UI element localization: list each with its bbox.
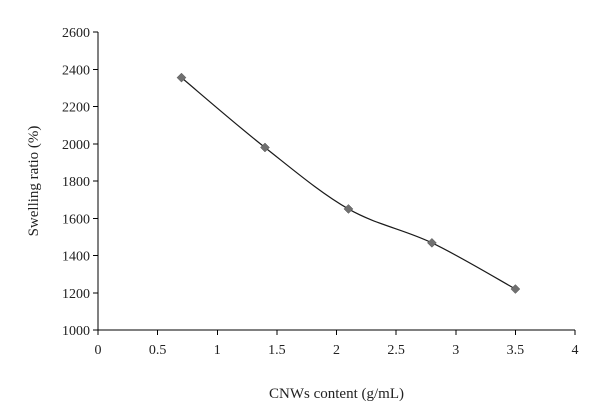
data-point-marker — [510, 284, 521, 294]
x-tick-label: 0.5 — [149, 343, 167, 358]
series-line — [181, 77, 516, 290]
y-axis-ticks: 1000 1200 1400 1600 1800 2000 2200 2400 2600 — [62, 26, 98, 339]
data-point-marker — [343, 204, 354, 214]
data-point-marker — [260, 142, 270, 153]
x-axis-title: CNWs content (g/mL) — [269, 386, 404, 402]
y-tick-label: 1800 — [62, 175, 90, 190]
x-tick-label: 2.5 — [387, 343, 405, 358]
x-tick-label: 4 — [572, 343, 579, 358]
y-tick-label: 2200 — [62, 101, 90, 116]
y-tick-label: 2400 — [62, 63, 90, 78]
y-tick-label: 2000 — [62, 138, 90, 153]
x-tick-label: 1.5 — [268, 343, 286, 358]
series-markers — [176, 72, 521, 294]
data-point-marker — [176, 72, 187, 83]
y-tick-label: 1200 — [62, 287, 90, 302]
y-tick-label: 1000 — [62, 324, 90, 339]
y-tick-label: 1600 — [62, 212, 90, 227]
x-tick-label: 0 — [95, 343, 102, 358]
x-tick-label: 3 — [452, 343, 459, 358]
x-tick-label: 1 — [214, 343, 221, 358]
data-point-marker — [427, 237, 437, 248]
y-tick-label: 2600 — [62, 26, 90, 41]
x-axis-ticks: 0 0.5 1 1.5 2 2.5 3 3.5 4 — [95, 330, 579, 358]
x-tick-label: 3.5 — [507, 343, 525, 358]
y-axis-title: Swelling ratio (%) — [26, 126, 42, 237]
x-tick-label: 2 — [333, 343, 340, 358]
y-tick-label: 1400 — [62, 250, 90, 265]
